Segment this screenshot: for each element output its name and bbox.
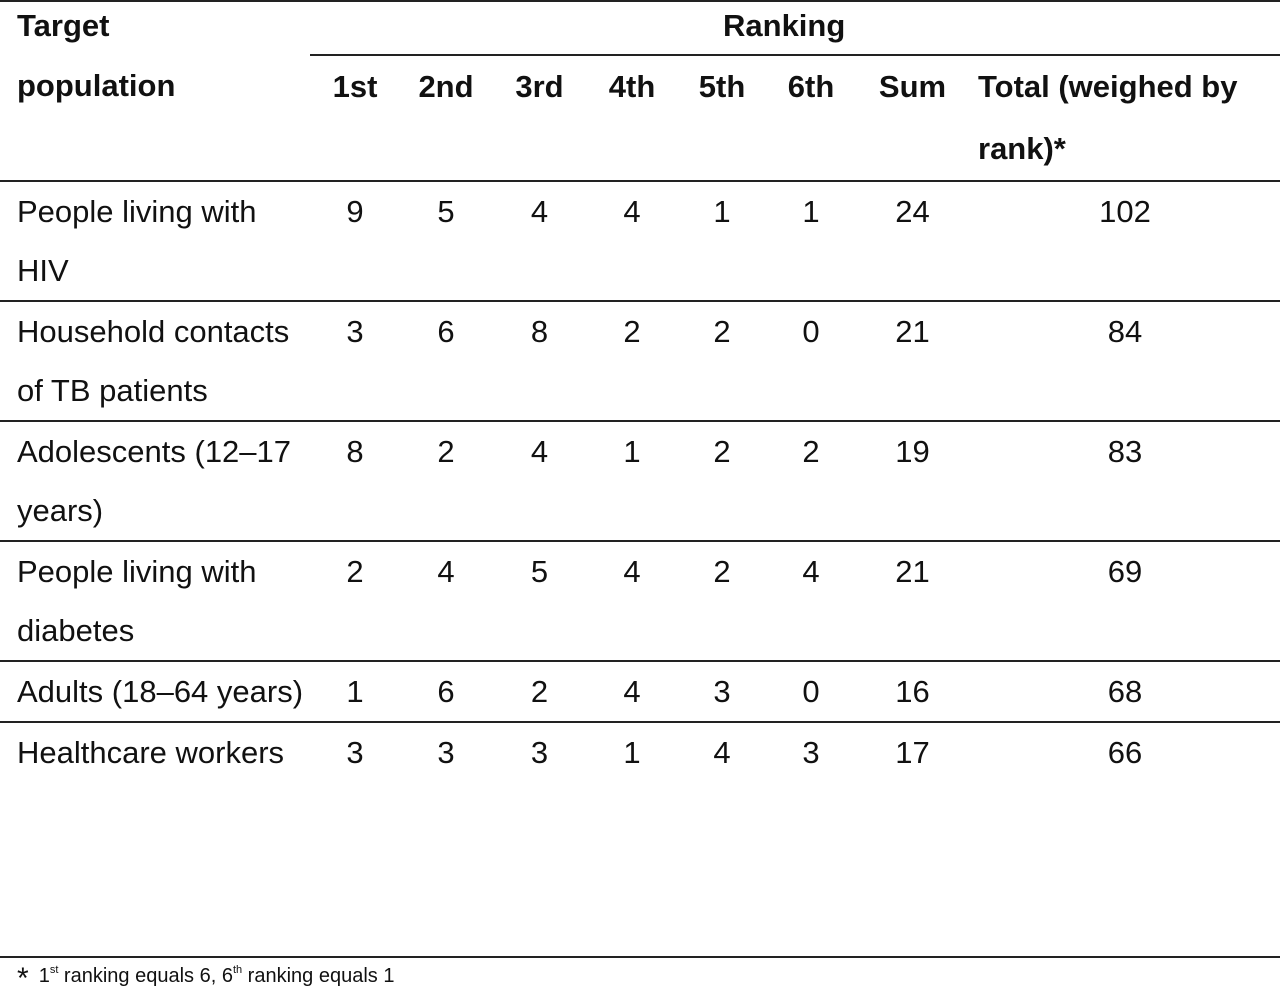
ranking-table: Target Ranking population 1st 2nd 3rd 4t… [0,0,1280,782]
cell-total: 69 [970,540,1280,661]
row-label: Household contacts of TB patients [0,300,310,421]
footnote-star: * [17,962,29,995]
col-header-4th: 4th [608,69,656,104]
cell: 0 [767,660,855,722]
cell: 5 [400,180,492,301]
target-header-line1: Target [0,0,310,55]
table-header: Target Ranking population 1st 2nd 3rd 4t… [0,0,1280,181]
row-label: Adolescents (12–17 years) [0,420,310,541]
col-header-1st: 1st [332,69,378,104]
table-row: Adolescents (12–17 years) 8 2 4 1 2 2 19… [0,420,1280,541]
cell: 2 [400,420,492,541]
cell-total: 83 [970,420,1280,541]
footnote-end: ranking equals 1 [242,965,395,987]
cell: 5 [492,540,587,661]
row-label: People living with diabetes [0,540,310,661]
cell: 0 [767,300,855,421]
cell: 4 [587,180,677,301]
ranking-header: Ranking [310,0,1280,56]
table-row: Adults (18–64 years) 1 6 2 4 3 0 16 68 [0,660,1280,722]
cell-sum: 24 [855,180,970,301]
footnote-mid: ranking equals 6, 6 [58,965,233,987]
row-label: Adults (18–64 years) [0,660,310,722]
cell: 6 [400,300,492,421]
cell: 1 [677,180,767,301]
cell-sum: 21 [855,300,970,421]
cell: 6 [400,660,492,722]
row-label: Healthcare workers [0,721,310,782]
cell: 1 [587,420,677,541]
table-bottom-rule [0,956,1280,958]
table-row: Household contacts of TB patients 3 6 8 … [0,300,1280,421]
cell-sum: 19 [855,420,970,541]
ranking-table-container: Target Ranking population 1st 2nd 3rd 4t… [0,0,1280,782]
header-row-1: Target Ranking [0,0,1280,56]
footnote-rank1: 1 [38,965,50,987]
target-header-line2: population [17,68,176,103]
cell: 9 [310,180,400,301]
cell: 4 [400,540,492,661]
table-row: People living with HIV 9 5 4 4 1 1 24 10… [0,180,1280,301]
cell: 2 [677,300,767,421]
cell: 3 [310,300,400,421]
col-header-5th: 5th [698,69,746,104]
cell: 4 [767,540,855,661]
header-row-2: population 1st 2nd 3rd 4th 5th 6th Sum T… [0,55,1280,181]
cell: 2 [492,660,587,722]
cell: 8 [492,300,587,421]
cell: 2 [677,420,767,541]
cell-sum: 21 [855,540,970,661]
cell-total: 84 [970,300,1280,421]
footnote: * 1st ranking equals 6, 6th ranking equal… [17,962,1257,996]
cell: 1 [310,660,400,722]
cell: 2 [677,540,767,661]
cell: 3 [677,660,767,722]
row-label: People living with HIV [0,180,310,301]
col-header-total: Total (weighed by rank)* [978,69,1238,166]
cell-sum: 17 [855,721,970,782]
cell: 8 [310,420,400,541]
cell: 4 [492,420,587,541]
cell: 3 [767,721,855,782]
cell: 2 [767,420,855,541]
cell: 4 [677,721,767,782]
cell-total: 66 [970,721,1280,782]
col-header-3rd: 3rd [515,69,564,104]
cell: 1 [767,180,855,301]
col-header-sum: Sum [878,69,947,104]
cell-total: 102 [970,180,1280,301]
footnote-sup-th: th [232,964,243,976]
table-row: People living with diabetes 2 4 5 4 2 4 … [0,540,1280,661]
cell: 4 [492,180,587,301]
cell: 4 [587,660,677,722]
cell: 4 [587,540,677,661]
cell: 2 [310,540,400,661]
col-header-6th: 6th [787,69,835,104]
footnote-sup-st: st [49,964,59,976]
cell: 2 [587,300,677,421]
table-body: People living with HIV 9 5 4 4 1 1 24 10… [0,180,1280,782]
cell-sum: 16 [855,660,970,722]
cell: 3 [400,721,492,782]
cell-total: 68 [970,660,1280,722]
table-row: Healthcare workers 3 3 3 1 4 3 17 66 [0,721,1280,782]
cell: 3 [492,721,587,782]
cell: 3 [310,721,400,782]
cell: 1 [587,721,677,782]
col-header-2nd: 2nd [418,69,474,104]
